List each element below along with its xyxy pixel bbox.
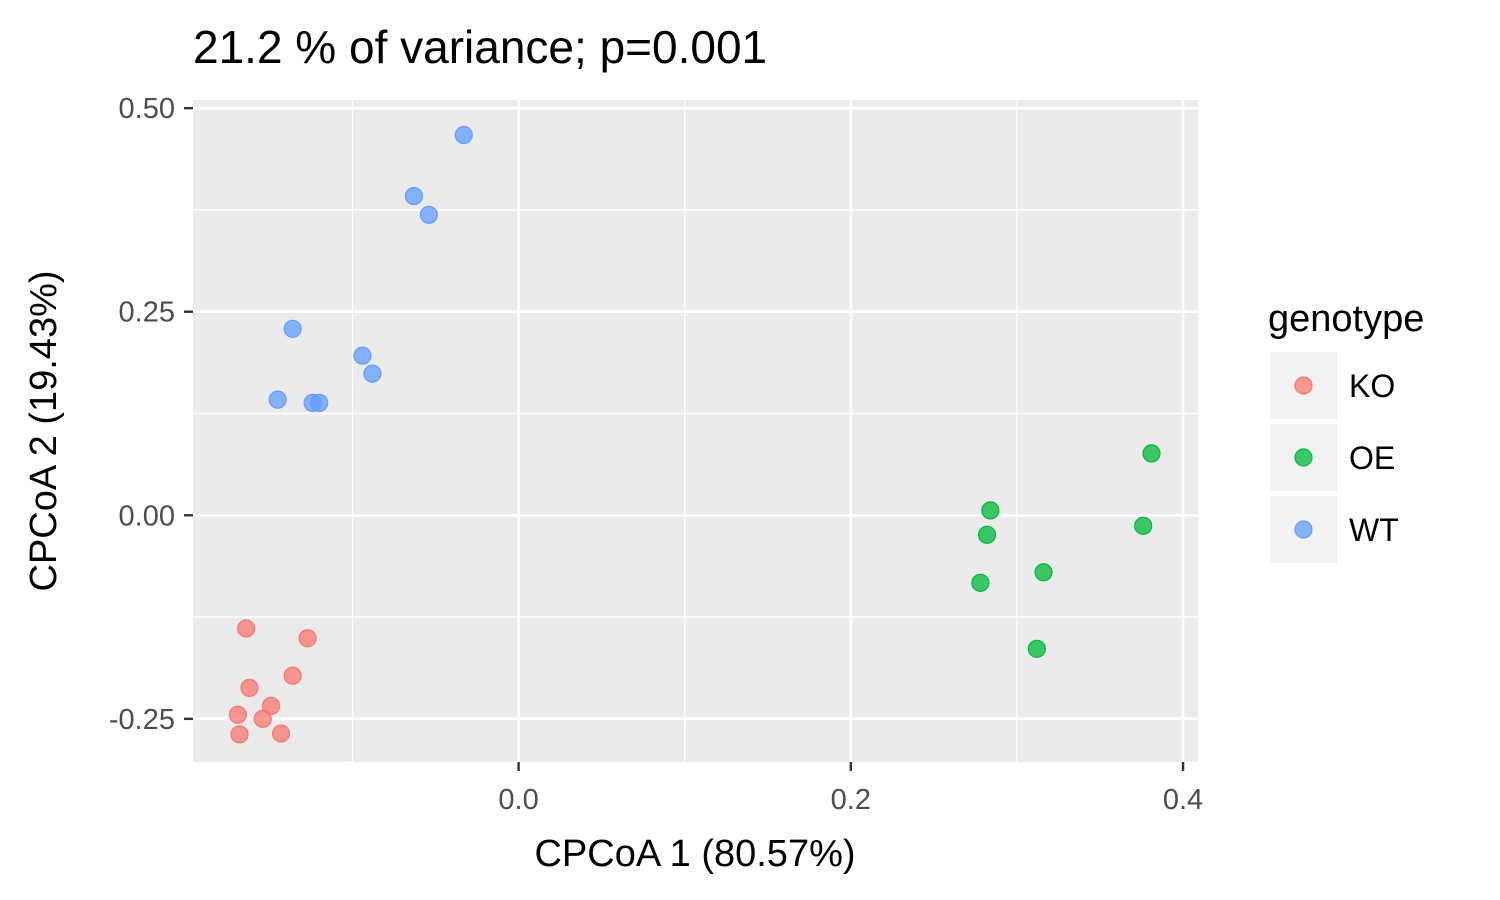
y-axis-title: CPCoA 2 (19.43%) <box>23 270 65 591</box>
legend-label-wt: WT <box>1349 512 1399 548</box>
data-point-wt <box>353 346 372 365</box>
x-axis: 0.0 0.2 0.4 <box>498 762 1203 816</box>
grid-major <box>193 100 1198 762</box>
data-point-wt <box>268 390 287 409</box>
legend-marker-ko <box>1294 376 1313 395</box>
data-point-wt <box>310 393 329 413</box>
legend-label-ko: KO <box>1349 368 1395 404</box>
legend-marker-oe <box>1294 448 1313 467</box>
data-point-ko <box>240 678 259 698</box>
data-point-wt <box>283 319 302 338</box>
data-point-oe <box>971 573 990 592</box>
y-tick-label: 0.00 <box>119 500 175 532</box>
x-tick-label: 0.2 <box>831 784 871 816</box>
x-tick-label: 0.4 <box>1163 784 1203 816</box>
data-point-oe <box>1034 563 1053 582</box>
legend-title: genotype <box>1268 298 1424 340</box>
x-tick-label: 0.0 <box>498 784 538 816</box>
data-point-wt <box>454 125 473 145</box>
chart-title: 21.2 % of variance; p=0.001 <box>193 21 767 73</box>
y-tick-label: -0.25 <box>109 704 175 736</box>
data-point-oe <box>981 501 1000 520</box>
plot-panel <box>193 100 1198 762</box>
grid-minor <box>193 100 1198 762</box>
legend-label-oe: OE <box>1349 440 1395 476</box>
data-point-ko <box>230 725 249 744</box>
y-tick-label: 0.50 <box>119 93 175 125</box>
legend: genotype KO OE WT <box>1268 298 1424 563</box>
data-point-wt <box>404 186 424 206</box>
data-point-ko <box>237 619 256 638</box>
data-point-oe <box>977 525 997 544</box>
data-point-wt <box>419 205 438 224</box>
data-point-ko <box>298 629 317 648</box>
legend-entries: KO OE WT <box>1270 352 1399 563</box>
legend-marker-wt <box>1294 520 1313 539</box>
data-point-ko <box>228 705 247 724</box>
data-points <box>228 125 1161 744</box>
data-point-wt <box>363 364 382 383</box>
x-axis-title: CPCoA 1 (80.57%) <box>534 833 855 875</box>
y-axis: 0.50 0.25 0.00 -0.25 <box>109 93 193 736</box>
data-point-oe <box>1142 444 1161 463</box>
data-point-ko <box>271 724 291 743</box>
y-tick-label: 0.25 <box>119 297 175 329</box>
data-point-ko <box>261 696 281 715</box>
data-point-ko <box>253 709 272 728</box>
data-point-oe <box>1134 516 1153 535</box>
data-point-ko <box>283 666 302 685</box>
data-point-oe <box>1027 639 1046 658</box>
